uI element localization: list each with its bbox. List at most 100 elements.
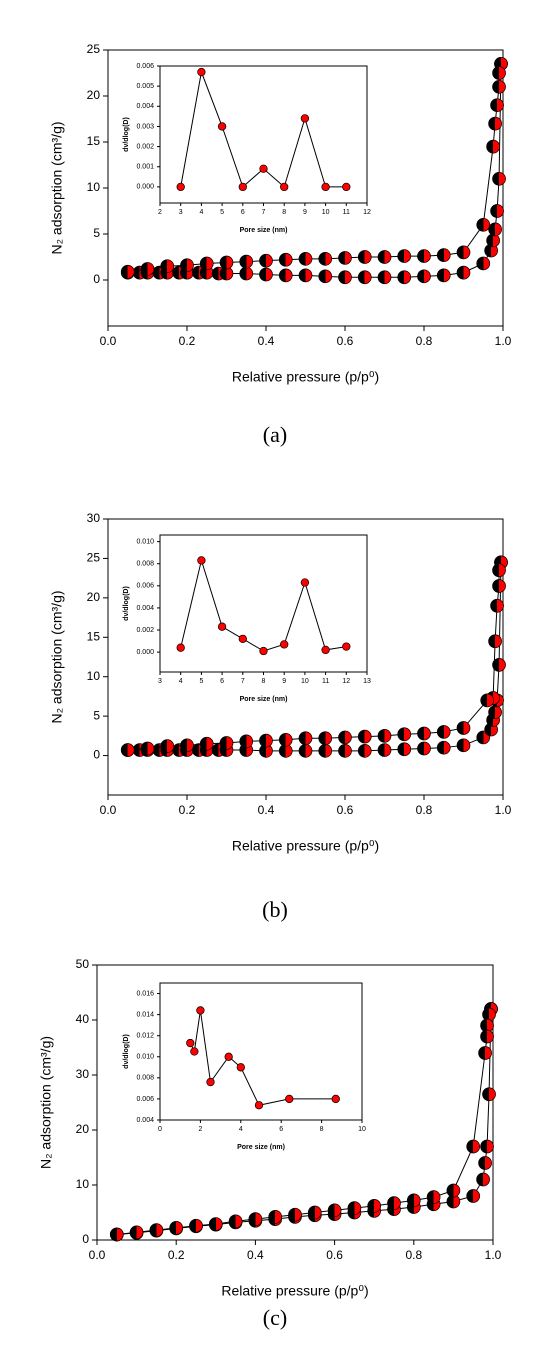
data-point — [280, 640, 289, 649]
data-point — [476, 1172, 490, 1187]
data-point — [456, 265, 471, 280]
data-point — [298, 251, 313, 266]
x-tick-label: 11 — [343, 209, 350, 216]
y-tick-label: 0.002 — [136, 143, 154, 150]
x-tick-label: 0.0 — [100, 334, 117, 348]
y-tick-label: 0.001 — [136, 164, 154, 171]
data-point — [456, 721, 471, 735]
data-point — [446, 1183, 461, 1198]
data-point — [129, 1225, 144, 1240]
x-tick-label: 4 — [239, 1126, 243, 1133]
x-tick-label: 0.0 — [89, 1248, 106, 1262]
y-tick-label: 10 — [87, 669, 101, 683]
data-point — [189, 1218, 203, 1233]
x-tick-label: 11 — [322, 678, 329, 685]
data-point — [397, 270, 412, 285]
data-point — [357, 270, 372, 285]
x-tick-label: 3 — [179, 209, 183, 216]
data-point — [397, 727, 412, 742]
data-point — [456, 738, 471, 753]
x-axis-label: Relative pressure (p/p⁰) — [232, 838, 379, 854]
data-point — [109, 1227, 124, 1242]
data-point — [417, 726, 431, 741]
x-tick-label: 5 — [199, 678, 203, 685]
x-tick-label: 0.2 — [168, 1248, 185, 1262]
data-point — [285, 1094, 294, 1104]
data-point — [199, 736, 214, 751]
x-axis-label: Relative pressure (p/p⁰) — [232, 369, 379, 385]
x-tick-label: 0.0 — [100, 803, 117, 817]
x-axis-label: Pore size (nm) — [240, 227, 288, 234]
x-tick-label: 7 — [241, 678, 245, 685]
y-tick-label: 0.004 — [136, 103, 154, 110]
data-point — [278, 732, 293, 747]
data-point — [217, 122, 227, 131]
data-point — [298, 743, 313, 758]
data-point — [217, 622, 227, 631]
y-tick-label: 10 — [76, 1177, 90, 1191]
x-tick-label: 0.2 — [179, 803, 196, 817]
x-tick-label: 2 — [158, 209, 162, 216]
data-point — [417, 249, 431, 263]
data-point — [436, 740, 451, 755]
data-point — [197, 556, 206, 565]
data-point — [387, 1196, 401, 1211]
x-tick-label: 0.6 — [337, 803, 354, 817]
data-point — [254, 1101, 264, 1110]
data-point — [259, 164, 268, 173]
data-point — [259, 267, 273, 282]
data-point — [480, 1139, 494, 1154]
data-point — [417, 741, 431, 756]
plot-frame — [159, 65, 368, 204]
data-point — [307, 1205, 322, 1220]
data-point — [357, 743, 372, 758]
data-point — [176, 643, 185, 652]
y-axis-label: dv/dlog(D) — [123, 117, 130, 152]
x-tick-label: 0.8 — [405, 1248, 422, 1262]
y-tick-label: 5 — [93, 226, 100, 240]
data-point — [280, 182, 289, 192]
y-tick-label: 0.004 — [136, 605, 154, 612]
y-tick-label: 0.006 — [136, 583, 154, 590]
data-point — [190, 1047, 199, 1056]
data-point — [300, 578, 310, 587]
x-tick-label: 5 — [220, 209, 224, 216]
data-point — [140, 262, 155, 276]
x-tick-label: 8 — [282, 209, 286, 216]
data-point — [357, 250, 372, 264]
data-point — [338, 270, 352, 285]
data-point — [488, 222, 502, 237]
data-point — [224, 1052, 233, 1061]
data-point — [490, 204, 504, 218]
data-point — [338, 251, 352, 265]
data-point — [259, 253, 273, 268]
y-tick-label: 0.002 — [136, 627, 154, 634]
y-tick-label: 0.008 — [136, 1075, 154, 1082]
y-tick-label: 0 — [82, 1232, 89, 1246]
y-tick-label: 20 — [87, 590, 101, 604]
y-tick-label: 40 — [76, 1012, 90, 1026]
y-tick-label: 0.006 — [136, 63, 154, 70]
y-tick-label: 20 — [87, 88, 101, 102]
y-tick-label: 15 — [87, 629, 101, 643]
data-point — [478, 1046, 492, 1060]
x-tick-label: 10 — [358, 1126, 366, 1133]
data-point — [466, 1189, 481, 1203]
x-tick-label: 10 — [301, 678, 309, 685]
data-point — [466, 1139, 481, 1154]
data-point — [197, 67, 206, 77]
data-point — [492, 563, 506, 578]
data-point — [278, 252, 293, 267]
x-tick-label: 9 — [282, 678, 286, 685]
x-tick-label: 6 — [241, 209, 245, 216]
data-point — [342, 642, 351, 651]
x-tick-label: 0.4 — [258, 803, 275, 817]
data-point — [300, 114, 310, 123]
y-tick-label: 0.005 — [136, 83, 154, 90]
data-point — [318, 269, 333, 284]
x-tick-label: 0.8 — [416, 334, 433, 348]
x-tick-label: 10 — [322, 209, 330, 216]
data-point — [492, 79, 506, 94]
data-point — [377, 729, 392, 743]
